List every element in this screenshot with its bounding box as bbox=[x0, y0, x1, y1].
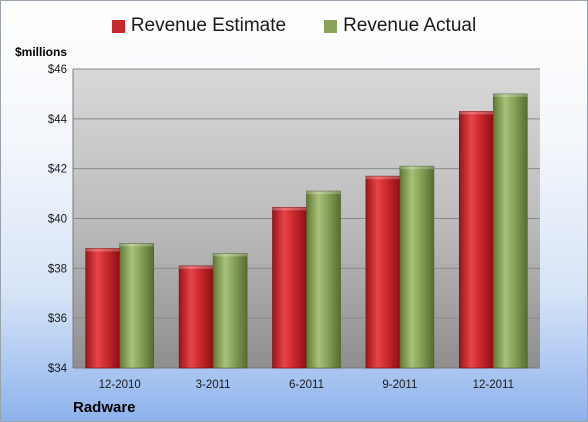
bar-revenue-actual-highlight bbox=[493, 93, 528, 97]
x-axis-ticks: 12-2010 3-2011 6-2011 9-2011 12-2011 bbox=[99, 379, 514, 391]
y-axis-ticks: $34 $36 $38 $40 $42 $44 $46 bbox=[48, 64, 68, 375]
x-tick-label: 6-2011 bbox=[289, 379, 324, 391]
x-tick-label: 9-2011 bbox=[382, 379, 417, 391]
y-tick-label: $34 bbox=[48, 363, 68, 375]
bar-revenue-estimate bbox=[272, 206, 307, 369]
legend: Revenue Estimate Revenue Actual bbox=[1, 15, 587, 37]
legend-swatch-estimate bbox=[111, 19, 125, 33]
x-tick-label: 12-2010 bbox=[99, 379, 141, 391]
y-tick-label: $40 bbox=[48, 214, 67, 226]
bar-revenue-actual bbox=[306, 190, 341, 369]
bar-revenue-estimate-highlight bbox=[179, 265, 214, 269]
bar-revenue-actual-highlight bbox=[119, 243, 154, 247]
bar-revenue-estimate-highlight bbox=[85, 248, 120, 252]
bar-revenue-actual bbox=[492, 93, 528, 369]
x-tick-label: 3-2011 bbox=[196, 379, 231, 391]
legend-item-actual: Revenue Actual bbox=[324, 15, 476, 37]
bar-revenue-actual bbox=[399, 165, 435, 369]
bar-revenue-estimate-highlight bbox=[365, 176, 400, 180]
bar-revenue-estimate bbox=[178, 265, 214, 369]
company-name: Radware bbox=[73, 399, 136, 416]
bar-revenue-estimate-highlight bbox=[459, 111, 494, 115]
bar-revenue-estimate bbox=[458, 111, 494, 369]
y-tick-label: $38 bbox=[48, 263, 67, 275]
legend-label-estimate: Revenue Estimate bbox=[130, 15, 287, 36]
legend-label-actual: Revenue Actual bbox=[343, 15, 477, 36]
legend-item-estimate: Revenue Estimate bbox=[111, 15, 287, 37]
legend-swatch-actual bbox=[324, 19, 338, 33]
bar-revenue-actual bbox=[212, 253, 248, 369]
y-tick-label: $46 bbox=[48, 64, 67, 76]
bar-revenue-actual-highlight bbox=[399, 166, 434, 170]
y-tick-label: $42 bbox=[48, 164, 67, 176]
bar-revenue-actual-highlight bbox=[213, 253, 248, 257]
bar-revenue-estimate-highlight bbox=[272, 207, 307, 211]
bars bbox=[85, 93, 528, 369]
y-tick-label: $36 bbox=[48, 313, 67, 325]
y-axis-unit-label: $millions bbox=[15, 45, 68, 59]
bar-revenue-actual bbox=[119, 243, 154, 369]
bar-revenue-actual-highlight bbox=[306, 191, 341, 195]
y-tick-label: $44 bbox=[48, 114, 68, 126]
x-tick-label: 12-2011 bbox=[473, 379, 514, 391]
bar-revenue-estimate bbox=[85, 248, 120, 369]
bar-revenue-estimate bbox=[365, 175, 401, 369]
